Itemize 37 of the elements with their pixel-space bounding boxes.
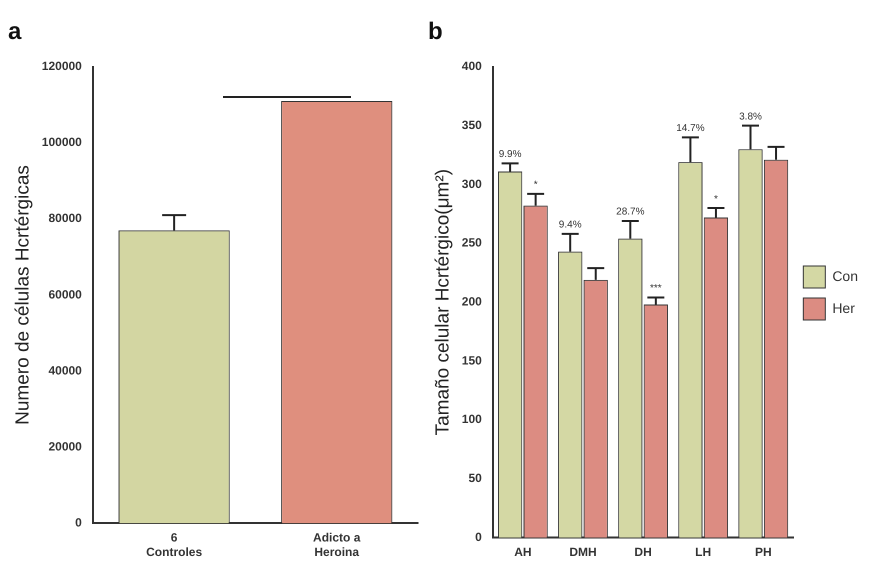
annotation: 9.4% — [558, 220, 582, 231]
y-tick-label: 100000 — [42, 135, 82, 150]
y-tick-label: 350 — [462, 118, 482, 132]
annotation: *** — [650, 283, 662, 294]
x-tick-label: DMH — [569, 545, 597, 560]
legend-label: Her — [832, 300, 856, 316]
y-tick-label: 40000 — [48, 363, 82, 378]
y-tick-label: 60000 — [48, 287, 82, 302]
y-tick-label: 20000 — [48, 439, 82, 454]
y-tick-label: 100 — [462, 412, 482, 426]
annotation: 14.7% — [676, 123, 705, 134]
y-tick-label: 200 — [462, 294, 482, 309]
y-tick-label: 80000 — [48, 211, 82, 226]
y-axis-title: Tamaño celular Hcrtérgico(μm²) — [432, 168, 454, 436]
y-tick-label: 400 — [462, 59, 482, 74]
legend-label: Con — [832, 268, 858, 284]
annotation: 3.8% — [739, 111, 762, 122]
annotation: * — [714, 194, 718, 205]
y-tick-label: 150 — [462, 353, 482, 368]
annotation: 28.7% — [616, 206, 645, 218]
chart-title: a — [8, 18, 22, 46]
y-tick-label: 0 — [75, 516, 82, 530]
y-axis-title: Numero de células Hcrtérgicas — [12, 165, 34, 425]
x-tick-label: DH — [634, 545, 652, 560]
x-tick-label: LH — [695, 545, 712, 560]
y-tick-label: 120000 — [42, 59, 82, 74]
annotation: * — [534, 180, 538, 191]
x-tick-label: 6 Controles — [146, 530, 202, 560]
y-tick-label: 0 — [475, 530, 482, 544]
y-tick-label: 250 — [462, 236, 482, 250]
x-tick-label: PH — [754, 545, 772, 560]
x-tick-label: Adicto a Heroina — [313, 530, 361, 560]
y-tick-label: 300 — [462, 176, 482, 191]
y-tick-label: 50 — [468, 471, 482, 486]
x-tick-label: AH — [514, 545, 532, 560]
annotation: 9.9% — [498, 149, 522, 160]
chart-title: b — [428, 18, 443, 46]
